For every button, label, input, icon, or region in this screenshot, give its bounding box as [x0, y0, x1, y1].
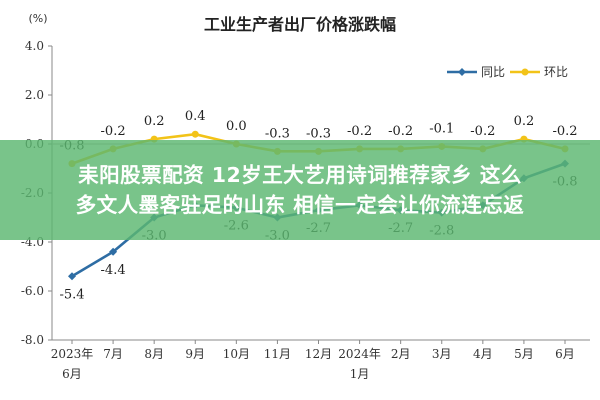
legend-marker — [521, 68, 529, 76]
x-tick-label: 2024年 — [338, 347, 381, 361]
data-label: 0.4 — [185, 109, 206, 124]
data-label: -0.2 — [388, 124, 413, 139]
data-point — [109, 247, 118, 256]
x-tick-label: 8月 — [144, 347, 164, 361]
data-label: -0.2 — [470, 124, 495, 139]
x-tick-label: 11月 — [264, 347, 291, 361]
legend-marker — [458, 68, 466, 76]
x-tick-label: 12月 — [305, 347, 332, 361]
data-label: 0.2 — [144, 114, 165, 129]
y-tick-label: -8.0 — [21, 333, 44, 347]
x-tick-label: 6月 — [555, 347, 575, 361]
data-label: 0.0 — [226, 119, 247, 134]
data-label: -0.2 — [552, 124, 577, 139]
data-label: 0.2 — [514, 114, 535, 129]
x-tick-label: 4月 — [473, 347, 493, 361]
legend: 同比 环比 — [447, 65, 568, 79]
x-tick-label: 5月 — [514, 347, 534, 361]
x-tick-label: 7月 — [103, 347, 123, 361]
legend-label: 环比 — [544, 65, 568, 79]
y-tick-label: -6.0 — [21, 284, 44, 298]
overlay-line-1: 耒阳股票配资 12岁王大艺用诗词推荐家乡 这么 — [78, 163, 522, 187]
overlay-banner: 耒阳股票配资 12岁王大艺用诗词推荐家乡 这么 多文人墨客驻足的山东 相信一定会… — [0, 140, 600, 240]
data-label: -0.3 — [265, 126, 290, 141]
data-label: -4.4 — [101, 263, 126, 278]
data-label: -5.4 — [59, 287, 84, 302]
data-label: -0.2 — [101, 124, 126, 139]
data-point — [68, 272, 76, 281]
x-tick-label: 2月 — [391, 347, 411, 361]
y-axis-label: (%) — [28, 12, 47, 25]
x-tick-label: 6月 — [62, 367, 82, 381]
x-tick-label: 3月 — [432, 347, 452, 361]
x-tick-label: 10月 — [223, 347, 250, 361]
data-label: -0.2 — [347, 124, 372, 139]
data-label: -0.3 — [306, 126, 331, 141]
x-tick-label: 1月 — [350, 367, 370, 381]
x-tick-label: 2023年 — [51, 347, 94, 361]
y-tick-label: 4.0 — [25, 39, 44, 53]
overlay-line-2: 多文人墨客驻足的山东 相信一定会让你流连忘返 — [75, 193, 525, 217]
data-label: -0.1 — [429, 121, 454, 136]
y-tick-label: 2.0 — [25, 88, 44, 102]
x-tick-label: 9月 — [185, 347, 205, 361]
legend-label: 同比 — [481, 65, 505, 79]
data-point — [191, 130, 199, 138]
chart-title: 工业生产者出厂价格涨跌幅 — [204, 15, 396, 34]
